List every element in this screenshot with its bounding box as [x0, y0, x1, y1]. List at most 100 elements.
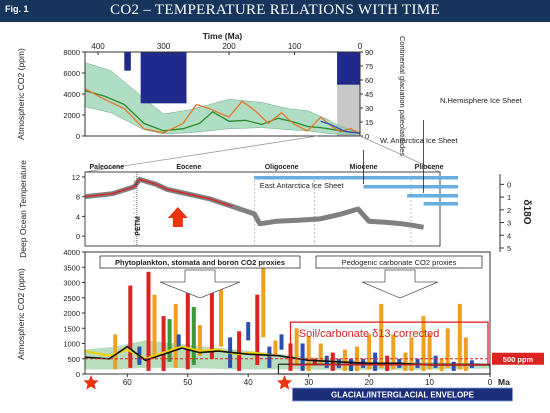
- w-antarctica-label: W. Antarctica Ice Sheet: [380, 136, 458, 145]
- co2-proxy-bar: [306, 335, 311, 371]
- co2-proxy-bar: [191, 306, 196, 365]
- co2-proxy-bar: [255, 294, 260, 365]
- co2-proxy-bar: [312, 358, 317, 365]
- phyto-block-arrow: [159, 269, 241, 299]
- co2-proxy-bar: [237, 331, 242, 371]
- bottom-y-tick-label: 1500: [63, 324, 80, 333]
- title-bar: Fig. 1 CO2 – TEMPERATURE RELATIONS WITH …: [0, 0, 550, 22]
- top-y2-axis-title: Continental glaciation paleolatitudes: [398, 36, 407, 156]
- middle-y2-tick-label: 2: [507, 206, 511, 215]
- middle-y2-tick-label: 1: [507, 193, 511, 202]
- bottom-y-axis-title: Atmospheric CO2 (ppm): [16, 268, 26, 360]
- reference-label: 500 ppm: [503, 355, 534, 364]
- co2-proxy-bar: [261, 261, 266, 338]
- reference-label-box: [492, 352, 544, 365]
- bottom-x-tick-label: 60: [123, 378, 132, 387]
- epoch-star-marker: [83, 375, 99, 390]
- co2-proxy-bar: [421, 316, 426, 371]
- co2-proxy-bar: [209, 279, 214, 359]
- pedogenic-block-arrow: [361, 269, 439, 299]
- co2-proxy-bar: [427, 334, 432, 370]
- co2-proxy-bar: [342, 349, 347, 371]
- top-y2-tick-label: 45: [365, 90, 373, 99]
- bottom-x-tick-label: 0: [488, 378, 493, 387]
- top-y2-tick-label: 90: [365, 48, 373, 57]
- co2-proxy-bar: [113, 334, 118, 370]
- petm-label: PETM: [135, 216, 142, 236]
- middle-y-tick-label: 0: [76, 232, 80, 241]
- co2-proxy-bar: [409, 337, 414, 371]
- co2-proxy-bar: [152, 294, 157, 359]
- co2-proxy-bar: [445, 328, 450, 368]
- top-y2-tick-label: 0: [365, 132, 369, 141]
- co2-proxy-bar: [451, 361, 456, 371]
- bottom-x-tick-label: 40: [244, 378, 253, 387]
- top-y2-tick-label: 15: [365, 118, 373, 127]
- middle-y-tick-label: 8: [76, 193, 80, 202]
- co2-proxy-bar: [219, 285, 223, 347]
- bottom-y-tick-label: 3500: [63, 263, 80, 272]
- bottom-y-tick-label: 500: [67, 355, 80, 364]
- co2-proxy-bar: [279, 334, 284, 350]
- middle-y2-axis-title: δ18O: [521, 200, 532, 225]
- bottom-panel: 500 ppm Soil/carbonate δ13 corrected Phyto…: [16, 248, 544, 402]
- figure-label: Fig. 1: [5, 4, 29, 14]
- top-y2-tick-label: 75: [365, 62, 373, 71]
- co2-proxy-bar: [273, 340, 278, 356]
- bottom-y-tick-label: 2500: [63, 294, 80, 303]
- top-y-tick-label: 0: [76, 132, 80, 141]
- bottom-y-tick-label: 4000: [63, 248, 80, 257]
- top-x-axis-title: Time (Ma): [203, 31, 243, 41]
- bottom-y-tick-label: 2000: [63, 309, 80, 318]
- co2-proxy-bar: [463, 337, 468, 371]
- co2-proxy-bar: [128, 285, 133, 368]
- ice-sheet-bar: [423, 202, 458, 206]
- zoom-guide-line: [359, 135, 441, 173]
- co2-proxy-bar: [457, 303, 462, 370]
- co2-proxy-bar: [246, 322, 251, 341]
- ice-sheet-bar: [363, 185, 458, 189]
- bottom-x-tick-label: 50: [183, 378, 192, 387]
- bottom-x-axis-title: Ma: [498, 377, 510, 387]
- middle-panel: Paleocene Eocene Oligocene Miocene PlioceneP…: [18, 96, 532, 258]
- top-y-tick-label: 6000: [63, 69, 80, 78]
- top-x-tick-label: 0: [358, 42, 363, 51]
- co2-proxy-bar: [367, 334, 372, 370]
- co2-proxy-bar: [336, 358, 341, 368]
- co2-proxy-bar: [267, 346, 272, 368]
- page-title: CO2 – TEMPERATURE RELATIONS WITH TIME: [110, 2, 440, 18]
- co2-proxy-bar: [294, 328, 299, 365]
- top-y-tick-label: 2000: [63, 111, 80, 120]
- co2-proxy-bar: [185, 291, 190, 370]
- top-y2-tick-label: 30: [365, 104, 373, 113]
- top-y-axis-title: Atmospheric CO2 (ppm): [16, 48, 26, 140]
- middle-y-axis-title: Deep Ocean Temperature: [18, 160, 28, 258]
- top-y-tick-label: 4000: [63, 90, 80, 99]
- top-x-tick-label: 300: [157, 42, 171, 51]
- soil-carbonate-label-line1: Soil/carbonate δ13 corrected: [299, 328, 440, 340]
- middle-y-tick-label: 4: [76, 212, 80, 221]
- middle-y2-tick-label: 5: [507, 244, 511, 253]
- soil-carbonate-box: [289, 321, 489, 366]
- epoch-label: Eocene: [176, 164, 201, 171]
- top-x-tick-label: 200: [222, 42, 236, 51]
- epoch-label: Pliocene: [415, 164, 444, 171]
- pedogenic-label-box: [315, 255, 483, 269]
- phyto-label: Phytoplankton, stomata and boron CO2 pro…: [115, 258, 285, 267]
- n-hemisphere-label: N.Hemisphere Ice Sheet: [440, 96, 523, 105]
- glacial-banner-label: GLACIAL/INTERGLACIAL ENVELOPE: [331, 391, 475, 400]
- bottom-y-tick-label: 0: [76, 370, 80, 379]
- co2-proxy-bar: [146, 271, 151, 371]
- co2-proxy-bar: [379, 303, 384, 368]
- bottom-x-tick-label: 30: [304, 378, 313, 387]
- bottom-y-tick-label: 1000: [63, 340, 80, 349]
- co2-proxy-bar: [403, 352, 408, 371]
- co2-proxy-bar: [415, 358, 420, 368]
- co2-proxy-bar: [318, 343, 323, 365]
- pedogenic-label: Pedogenic carbonate CO2 proxies: [342, 258, 457, 267]
- glacial-banner: [292, 387, 513, 402]
- glaciation-bar: [337, 52, 360, 85]
- middle-y2-tick-label: 0: [507, 180, 511, 189]
